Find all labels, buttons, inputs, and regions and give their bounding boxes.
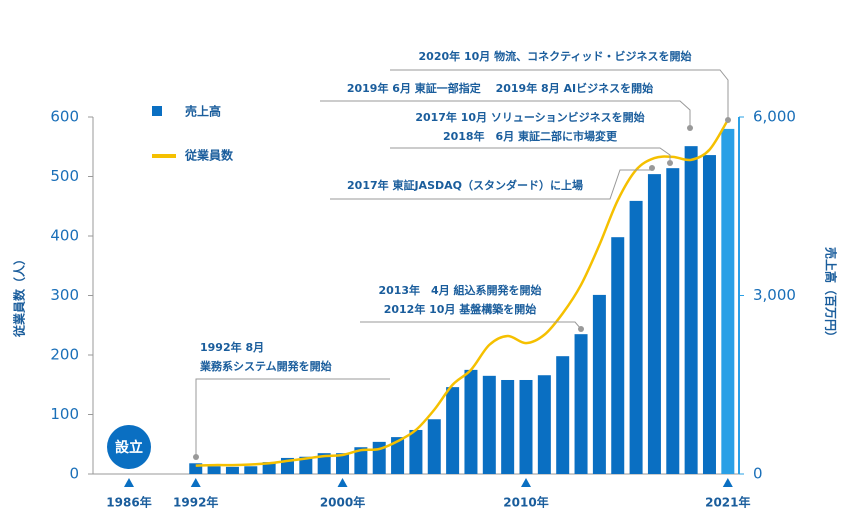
y2-tick-label: 6,000 (753, 108, 796, 126)
x-marker (337, 478, 348, 487)
annotation: 2017年 10月 ソリューションビジネスを開始 (415, 110, 644, 124)
bar (482, 375, 496, 474)
y2-tick-label: 3,000 (753, 286, 796, 304)
bar (299, 456, 313, 474)
annotation-dot (667, 160, 673, 166)
bar (354, 447, 368, 474)
y-tick-label: 0 (69, 465, 79, 483)
y2-axis-title: 売上高（百万円） (824, 247, 839, 343)
x-tick-label: 1992年 (173, 495, 218, 510)
annotation: 2018年 6月 東証二部に市場変更 (443, 129, 618, 143)
annotation: 2013年 4月 組込系開発を開始 (378, 283, 541, 297)
founding-label: 設立 (115, 439, 143, 456)
bar (262, 462, 276, 474)
bar (647, 174, 661, 474)
line (195, 119, 729, 467)
x-tick-label: 2010年 (503, 495, 548, 510)
annotation: 2020年 10月 物流、コネクティッド・ビジネスを開始 (419, 49, 692, 63)
bar (519, 379, 533, 474)
leader-line (195, 378, 390, 456)
annotation-dot (687, 125, 693, 131)
leader-line (390, 69, 729, 118)
x-marker (190, 478, 201, 487)
bar (427, 419, 441, 474)
leader-line (390, 147, 671, 160)
y-tick-label: 300 (50, 286, 79, 304)
bar (317, 453, 331, 474)
bar (666, 168, 680, 475)
y2-tick-label: 0 (753, 465, 763, 483)
bar (391, 437, 405, 474)
bar (574, 334, 588, 474)
annotation: 2019年 6月 東証一部指定 2019年 8月 AIビジネスを開始 (347, 81, 653, 95)
annotation: 業務系システム開発を開始 (199, 359, 332, 373)
bar (629, 200, 643, 474)
y-tick-label: 100 (50, 405, 79, 423)
x-tick-label: 2000年 (320, 495, 365, 510)
bar (611, 237, 625, 474)
x-tick-label: 1986年 (106, 495, 151, 510)
leader-line (330, 169, 652, 200)
bar (207, 466, 221, 474)
leader-line (360, 321, 582, 330)
founding-badge (107, 425, 151, 469)
y-tick-label: 200 (50, 346, 79, 364)
bar (446, 387, 460, 474)
bar (556, 356, 570, 474)
bar (189, 463, 203, 474)
bar (501, 379, 515, 474)
bar (592, 294, 606, 474)
annotation-dot (193, 454, 199, 460)
bar (702, 155, 716, 474)
y-tick-label: 600 (50, 108, 79, 126)
y-axis-title: 従業員数（人） (12, 253, 27, 338)
y-tick-label: 500 (50, 167, 79, 185)
x-tick-label: 2021年 (705, 495, 750, 510)
y-tick-label: 400 (50, 227, 79, 245)
bar (409, 429, 423, 474)
annotation: 1992年 8月 (200, 340, 264, 354)
annotation: 2012年 10月 基盤構築を開始 (384, 302, 537, 316)
bar (225, 466, 239, 474)
bar (244, 466, 258, 474)
legend-swatch (152, 106, 162, 116)
x-marker (722, 478, 733, 487)
annotation-dot (578, 326, 584, 332)
bar (684, 146, 698, 474)
bar (336, 453, 350, 474)
legend-label: 売上高 (185, 104, 221, 119)
bar (721, 128, 735, 474)
bar (537, 375, 551, 474)
annotation: 2017年 東証JASDAQ（スタンダード）に上場 (347, 178, 583, 192)
bar (464, 369, 478, 474)
x-marker (521, 478, 532, 487)
leader-line (320, 100, 691, 128)
legend-label: 従業員数 (184, 148, 234, 163)
annotation-dot (649, 165, 655, 171)
annotation-dot (725, 117, 731, 123)
x-marker (124, 478, 134, 487)
